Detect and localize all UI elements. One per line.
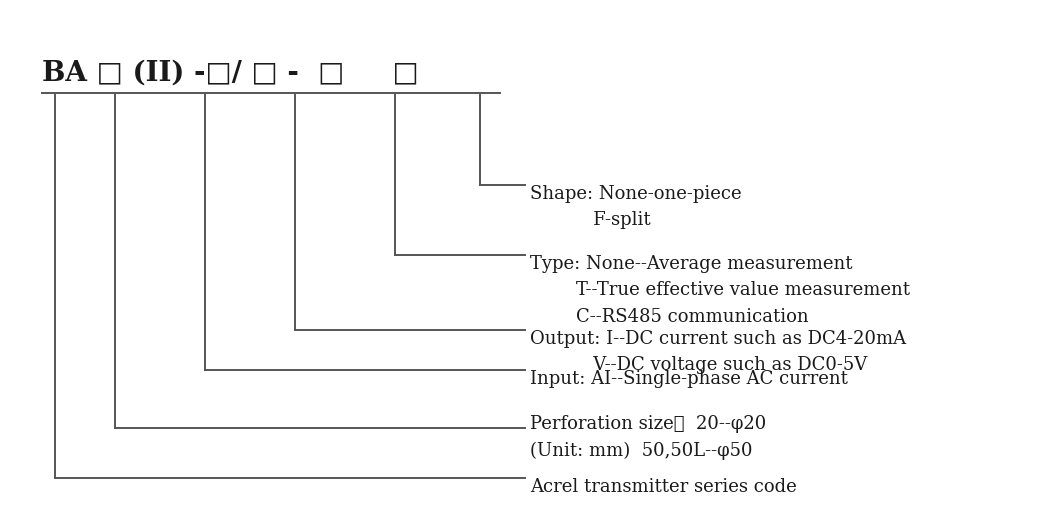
Text: Type: None--Average measurement
        T--True effective value measurement
    : Type: None--Average measurement T--True … [530, 255, 910, 326]
Text: Output: I--DC current such as DC4-20mA
           V--DC voltage such as DC0-5V: Output: I--DC current such as DC4-20mA V… [530, 330, 907, 374]
Text: BA □ (II) -□/ □ -  □     □: BA □ (II) -□/ □ - □ □ [42, 60, 418, 87]
Text: Acrel transmitter series code: Acrel transmitter series code [530, 478, 796, 496]
Text: Input: AI--Single-phase AC current: Input: AI--Single-phase AC current [530, 370, 848, 388]
Text: Perforation size：  20--φ20
(Unit: mm)  50,50L--φ50: Perforation size： 20--φ20 (Unit: mm) 50,… [530, 415, 767, 460]
Text: Shape: None-one-piece
           F-split: Shape: None-one-piece F-split [530, 185, 741, 230]
